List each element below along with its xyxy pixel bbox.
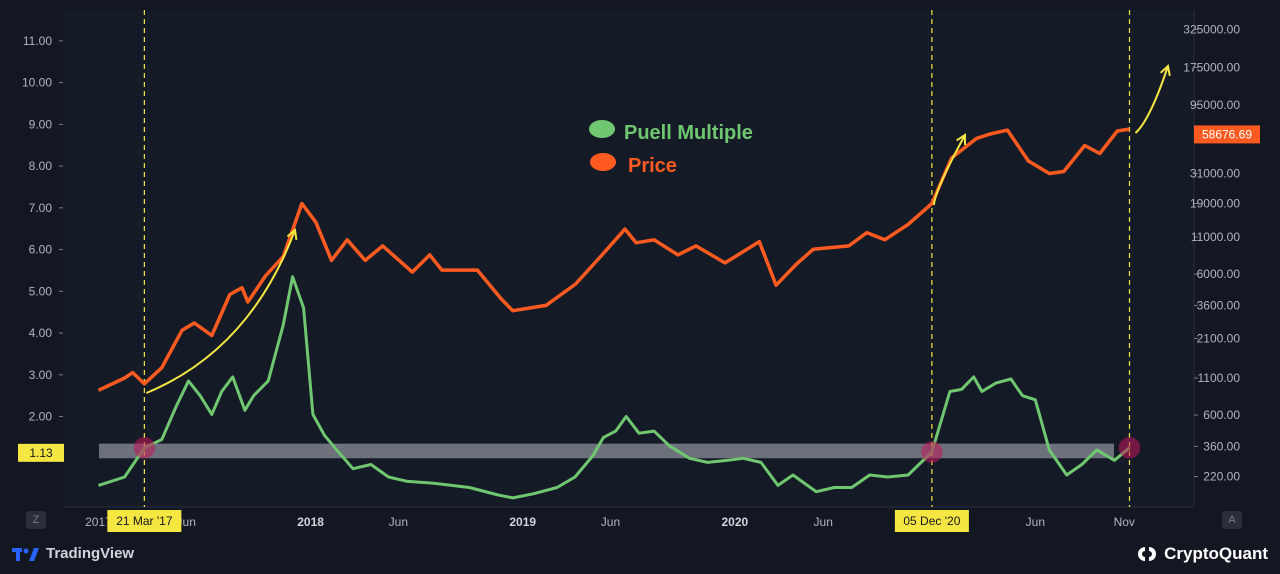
footer: TradingView CryptoQuant [0, 536, 1280, 574]
left-tick-label: 9.00 [29, 117, 53, 131]
timezone-button[interactable]: Z [26, 511, 46, 529]
right-tick-label: 220.00 [1203, 470, 1240, 484]
band-layer [99, 443, 1114, 459]
left-tick-label: 3.00 [29, 368, 53, 382]
x-tick-label: 2020 [722, 515, 749, 529]
tradingview-logo[interactable]: TradingView [12, 545, 134, 562]
marker-circle [133, 437, 156, 459]
arrow-2021-rally-head [956, 133, 967, 146]
legend-puell-label: Puell Multiple [624, 122, 753, 144]
x-tick-label: Nov [1114, 515, 1135, 529]
left-tick-label: 4.00 [29, 326, 53, 340]
tradingview-icon [12, 547, 39, 561]
x-tick-label: 2017 [85, 515, 112, 529]
legend-price-label: Price [628, 155, 677, 177]
left-tick-label: 10.00 [22, 76, 52, 90]
right-current-badge-bg [1194, 125, 1260, 144]
right-tick-label: 1100.00 [1198, 371, 1241, 385]
legend-puell-swatch [589, 120, 615, 138]
marker-date-label: 21 Mar '17 [116, 514, 173, 528]
right-tick-label: 2100.00 [1197, 331, 1241, 345]
left-tick-label: 5.00 [29, 284, 53, 298]
legend-price-swatch [590, 153, 616, 171]
arrow-projection-head [1159, 64, 1171, 77]
tradingview-wordmark: TradingView [46, 545, 135, 562]
right-tick-label: 95000.00 [1190, 98, 1240, 112]
arrow-2017-rally-head [286, 228, 298, 241]
marker-labels: 21 Mar '17 05 Dec '20 [107, 510, 969, 532]
arrow-2021-rally [932, 134, 966, 206]
x-tick-label: 2018 [297, 515, 324, 529]
right-tick-label: 31000.00 [1190, 166, 1240, 180]
left-tick-label: 11.00 [23, 34, 52, 48]
left-tick-label: 7.00 [29, 201, 53, 215]
left-current-badge: 1.13 [18, 443, 64, 462]
price-line [97, 127, 1130, 392]
x-tick-label: Jun [389, 515, 408, 529]
left-axis-ticks: 11.00 10.00 9.00 8.00 7.00 6.00 5.00 4.00 3.00 2.… [22, 34, 63, 424]
right-axis-ticks: 325000.00 175000.00 95000.00 31000.00 19000.… [1183, 23, 1240, 484]
right-tick-label: 175000.00 [1183, 60, 1240, 74]
x-tick-label: 2019 [509, 515, 536, 529]
cryptoquant-logo[interactable]: CryptoQuant [1136, 544, 1268, 564]
marker-circle [1118, 437, 1141, 459]
marker-date-badge [894, 510, 969, 532]
marker-date-label: 05 Dec '20 [903, 514, 960, 528]
legend: Puell Multiple Price [589, 120, 753, 177]
plot-area [63, 10, 1194, 507]
left-tick-label: 8.00 [29, 159, 53, 173]
left-current-badge-bg [18, 443, 64, 462]
x-tick-label: Jun [177, 515, 196, 529]
right-tick-label: 11000.00 [1191, 230, 1240, 244]
x-axis-ticks: 2017 Jun 2018 Jun 2019 Jun 2020 Jun Jun Nov [85, 515, 1135, 529]
x-tick-label: Jun [601, 515, 620, 529]
x-tick-label: Jun [1026, 515, 1045, 529]
arrow-2017-rally [145, 229, 296, 394]
right-tick-label: 600.00 [1203, 408, 1240, 422]
support-band [99, 443, 1114, 459]
cryptoquant-icon [1138, 547, 1157, 561]
right-current-value: 58676.69 [1202, 127, 1252, 141]
right-tick-label: 325000.00 [1183, 23, 1240, 37]
cryptoquant-wordmark: CryptoQuant [1164, 544, 1268, 563]
marker-date-badge [107, 510, 182, 532]
puell-multiple-line [98, 275, 1131, 500]
left-tick-label: 2.00 [29, 410, 53, 424]
x-tick-label: Jun [814, 515, 833, 529]
annotation-layer [133, 64, 1171, 463]
right-current-badge: 58676.69 [1194, 125, 1260, 144]
right-tick-label: 360.00 [1203, 439, 1240, 453]
marker-circle [921, 441, 943, 463]
series-layer [97, 127, 1131, 500]
auto-scale-button[interactable]: A [1222, 511, 1242, 529]
marker-lines [143, 10, 1131, 507]
right-tick-label: 6000.00 [1197, 267, 1241, 281]
left-tick-label: 6.00 [29, 243, 53, 257]
left-current-value: 1.13 [29, 446, 53, 460]
arrow-projection [1134, 65, 1169, 134]
right-tick-label: 19000.00 [1190, 196, 1240, 210]
right-tick-label: 3600.00 [1197, 298, 1241, 312]
